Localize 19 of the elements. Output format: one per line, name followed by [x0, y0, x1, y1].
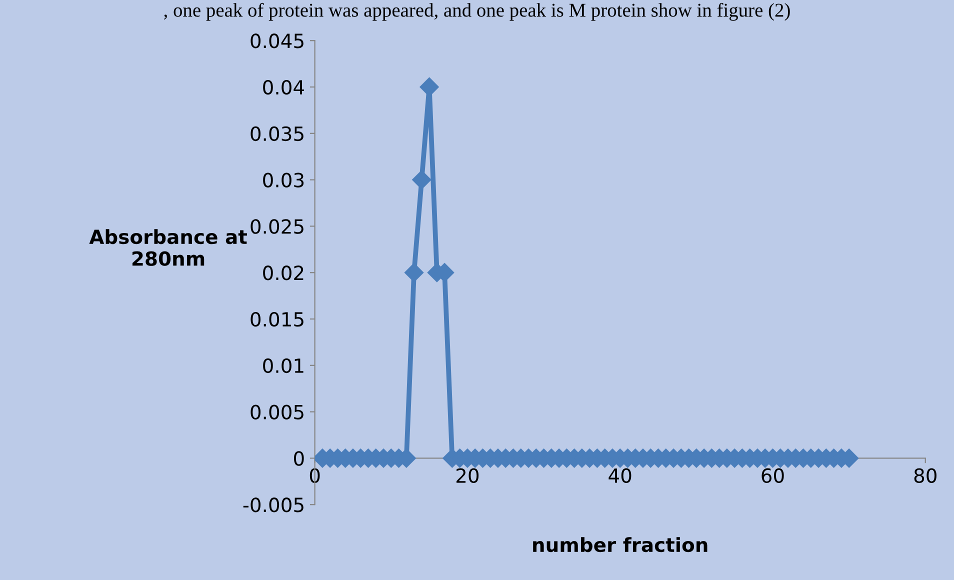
x-axis-title: number fraction [533, 537, 708, 552]
y-tick-label: 0.02 [263, 266, 304, 280]
y-tick-label: 0.025 [250, 219, 304, 234]
y-tick-label: 0.03 [263, 172, 304, 188]
text: , one peak of protein was appeared, and one peak is M protein show in figure (2) [164, 2, 790, 21]
y-axis-title: Absorbance at 280nm [89, 229, 247, 266]
x-tick-label: 40 [608, 468, 632, 483]
y-tick-label: -0.005 [243, 498, 304, 512]
y-tick-label: 0.005 [250, 404, 304, 420]
y-tick-label: 0 [294, 451, 304, 466]
y-tick-label: 0.01 [263, 358, 304, 374]
y-tick-label: 0.035 [250, 126, 304, 142]
x-tick-label: 20 [456, 468, 479, 483]
x-tick-label: 80 [914, 468, 936, 483]
y-tick-label: 0.015 [250, 312, 304, 327]
x-tick-label: 0 [310, 468, 320, 483]
y-tick-label: 0.045 [250, 34, 304, 48]
x-tick-label: 60 [762, 468, 784, 483]
y-tick-label: 0.04 [263, 80, 304, 95]
